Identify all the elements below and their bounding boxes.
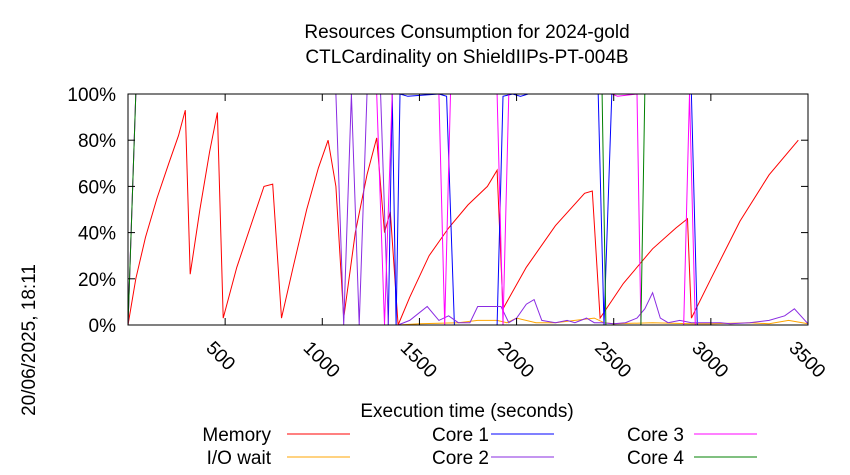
y-tick-label: 100%: [67, 85, 116, 106]
x-tick-label: 1500: [396, 338, 441, 383]
y-tick-label: 40%: [78, 224, 116, 245]
series-line-core-1: [128, 93, 808, 326]
legend-label-core-3: Core 3: [627, 425, 684, 446]
series-line-i-o-wait: [128, 317, 809, 326]
x-tick-label: 500: [202, 338, 239, 375]
x-tick-label: 3500: [784, 338, 829, 383]
chart-title: Resources Consumption for 2024-gold: [304, 22, 629, 43]
x-tick-label: 2000: [493, 338, 538, 383]
legend-label-core-2: Core 2: [432, 448, 489, 469]
chart-subtitle: CTLCardinality on ShieldIIPs-PT-004B: [305, 47, 628, 68]
timestamp: 20/06/2025, 18:11: [19, 264, 40, 416]
x-axis-label: Execution time (seconds): [360, 401, 573, 422]
y-tick-label: 80%: [78, 131, 116, 152]
x-tick-label: 1000: [299, 338, 344, 383]
y-tick-label: 0%: [89, 316, 117, 337]
x-axis: 500 1000 1500 2000 2500 3000 3500: [202, 94, 829, 383]
y-tick-label: 20%: [78, 270, 116, 291]
series-line-memory: [127, 110, 799, 326]
legend-label-core-1: Core 1: [432, 425, 489, 446]
series-line-core-2: [127, 93, 809, 326]
legend-label-i-o-wait: I/O wait: [207, 448, 272, 469]
y-tick-label: 60%: [78, 177, 116, 198]
series-line-core-4: [127, 93, 808, 326]
legend-label-memory: Memory: [202, 425, 271, 446]
x-tick-label: 3000: [687, 338, 732, 383]
legend-label-core-4: Core 4: [627, 448, 684, 469]
x-tick-label: 2500: [590, 338, 635, 383]
series-line-core-3: [127, 93, 808, 326]
y-axis: 0% 20% 40% 60% 80% 100%: [67, 85, 808, 337]
plot-frame: [127, 93, 809, 326]
plot-lines: [127, 93, 809, 326]
